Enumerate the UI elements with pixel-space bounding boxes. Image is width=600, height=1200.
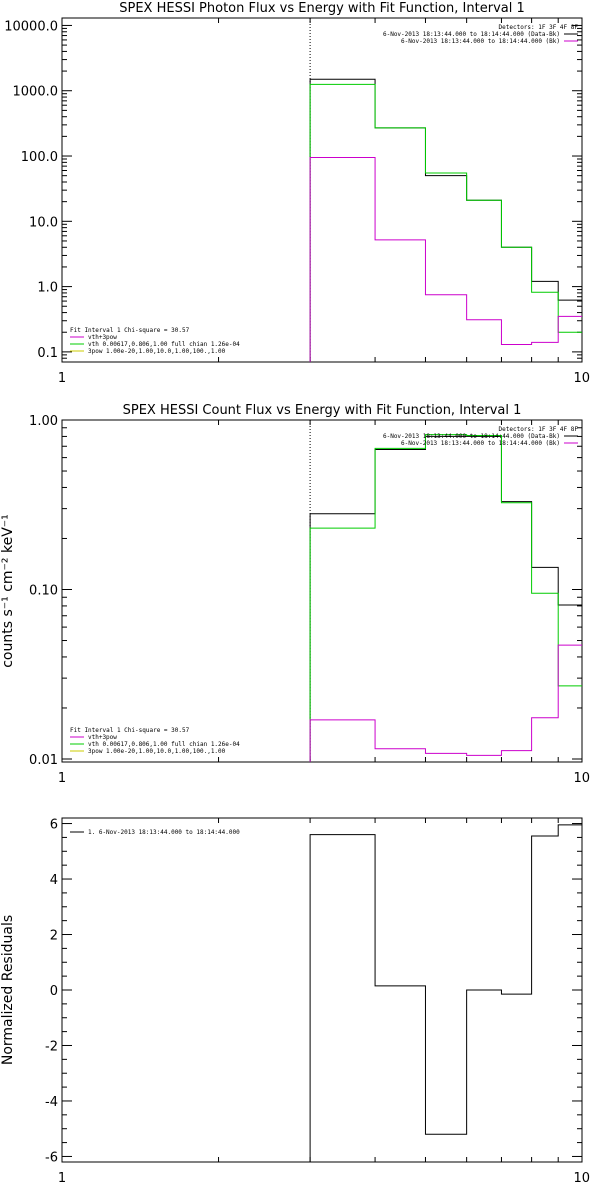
legend-entry: 6-Nov-2013 18:13:44.000 to 18:14:44.000 …: [383, 31, 560, 38]
x-tick-label: 1: [58, 771, 66, 786]
legend-entry: 1. 6-Nov-2013 18:13:44.000 to 18:14:44.0…: [88, 829, 240, 836]
panel-resid: Normalized Residuals 1 10 -6 -4 -2 0 2 4 6 1. 6-No…: [0, 817, 590, 1186]
plot-frame: [61, 419, 583, 763]
y-tick-label: 0.10: [29, 583, 58, 598]
y-tick-label: 10000.0: [4, 19, 58, 34]
series-data-line: [309, 435, 582, 762]
fit-legend-entry: vth 0.00617,0.806,1.00 full chian 1.26e-…: [88, 341, 240, 348]
y-tick-label: 0: [50, 984, 58, 999]
y-tick-label: 4: [50, 873, 58, 888]
panel-count: SPEX HESSI Count Flux vs Energy with Fit…: [0, 403, 590, 786]
legend-header: Detectors: 1F 3F 4F 8F: [499, 426, 579, 433]
plot-frame: [61, 817, 583, 1163]
y-tick-label: 10.0: [29, 215, 58, 230]
fit-legend-entry: 3pow 1.00e-20,1.00,10.0,1.00,100.,1.00: [88, 748, 226, 755]
chart-title: SPEX HESSI Count Flux vs Energy with Fit…: [123, 403, 522, 418]
fit-legend-entry: vth+3pow: [88, 334, 117, 341]
y-tick-label: 6: [50, 818, 58, 833]
x-tick-label: 10: [573, 771, 590, 786]
x-tick-label: 1: [58, 1171, 66, 1186]
fit-legend-entry: 3pow 1.00e-20,1.00,10.0,1.00,100.,1.00: [88, 348, 226, 355]
y-tick-label: 1.00: [29, 414, 58, 429]
series-resid-line: [309, 824, 582, 1162]
panel-photon: SPEX HESSI Photon Flux vs Energy with Fi…: [4, 1, 590, 386]
fit-legend-entry: vth+3pow: [88, 734, 117, 741]
fit-legend-header: Fit Interval 1 Chi-square = 30.57: [70, 327, 190, 334]
y-tick-label: 0.1: [37, 346, 58, 361]
y-tick-label: 1.0: [37, 281, 58, 296]
y-axis-label: counts s⁻¹ cm⁻² keV⁻¹: [0, 514, 16, 668]
chart-title: SPEX HESSI Photon Flux vs Energy with Fi…: [119, 1, 525, 16]
y-tick-label: 1000.0: [13, 85, 59, 100]
x-tick-label: 1: [58, 371, 66, 386]
fit-legend-entry: vth 0.00617,0.806,1.00 full chian 1.26e-…: [88, 741, 240, 748]
series-fit-line: [309, 434, 582, 762]
y-tick-label: -4: [45, 1095, 58, 1110]
legend-entry: 6-Nov-2013 18:13:44.000 to 18:14:44.000 …: [383, 433, 560, 440]
y-tick-label: 0.01: [29, 753, 58, 768]
fit-legend-header: Fit Interval 1 Chi-square = 30.57: [70, 727, 190, 734]
series-model-line: [309, 644, 582, 762]
y-axis-label: Normalized Residuals: [0, 915, 16, 1065]
x-tick-label: 10: [573, 1171, 590, 1186]
series-fit-line: [309, 83, 582, 362]
legend-entry: 6-Nov-2013 18:13:44.000 to 18:14:44.000 …: [401, 38, 560, 45]
y-tick-label: -6: [45, 1150, 58, 1165]
y-tick-label: 100.0: [21, 150, 58, 165]
legend-entry: 6-Nov-2013 18:13:44.000 to 18:14:44.000 …: [401, 440, 560, 447]
x-tick-label: 10: [573, 371, 590, 386]
y-tick-label: -2: [45, 1039, 58, 1054]
plot-frame: [61, 17, 583, 363]
legend-header: Detectors: 1F 3F 4F 8F: [499, 24, 579, 31]
series-model-line: [309, 156, 582, 362]
y-tick-label: 2: [50, 929, 58, 944]
series-data-line: [309, 78, 582, 362]
